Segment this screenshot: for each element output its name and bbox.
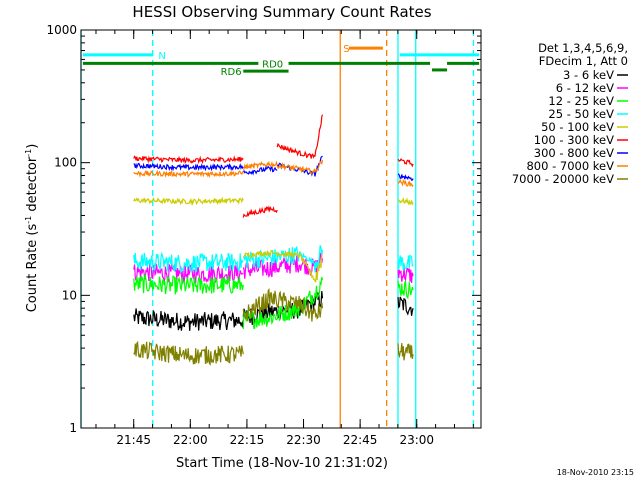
series-7-segment-1 bbox=[243, 160, 278, 170]
series-2-segment-2 bbox=[397, 280, 414, 300]
x-tick-label-2215: 22:15 bbox=[230, 433, 265, 447]
footer-timestamp: 18-Nov-2010 23:15 bbox=[557, 468, 634, 477]
legend-label-6: 300 - 800 keV bbox=[534, 146, 614, 160]
series-2 bbox=[133, 272, 414, 330]
y-tick-label-1: 1 bbox=[69, 421, 77, 435]
series-7-segment-0 bbox=[133, 169, 244, 179]
series-1-segment-0 bbox=[133, 263, 244, 284]
series-5-segment-1 bbox=[242, 205, 278, 218]
flag-label-s: S bbox=[343, 44, 349, 55]
series-3-segment-0 bbox=[133, 251, 244, 275]
legend-label-8: 7000 - 20000 keV bbox=[512, 172, 614, 186]
x-tick-label-2300: 23:00 bbox=[399, 433, 434, 447]
series-6-segment-3 bbox=[397, 173, 414, 181]
series-6-segment-0 bbox=[133, 162, 244, 172]
x-tick-label-2245: 22:45 bbox=[343, 433, 378, 447]
x-axis-ticks: 21:45 22:00 22:15 22:30 22:45 23:00 bbox=[95, 30, 474, 447]
series-7-segment-3 bbox=[397, 177, 414, 188]
y-axis-title-sup2: -1 bbox=[24, 149, 33, 157]
series-8-segment-2 bbox=[397, 343, 414, 361]
legend-label-1: 6 - 12 keV bbox=[556, 81, 614, 95]
series-3-segment-2 bbox=[397, 254, 414, 271]
series-2-segment-0 bbox=[133, 272, 244, 295]
series-0-segment-0 bbox=[133, 308, 244, 331]
chart-title: HESSI Observing Summary Count Rates bbox=[132, 3, 431, 21]
series-5-segment-0 bbox=[133, 155, 244, 165]
legend-header-1: Det 1,3,4,5,6,9, bbox=[538, 41, 628, 55]
series-5-segment-2 bbox=[276, 114, 324, 159]
series-7-segment-2 bbox=[276, 159, 324, 175]
series-7 bbox=[133, 159, 414, 188]
legend-label-3: 25 - 50 keV bbox=[548, 107, 614, 121]
y-tick-label-1000: 1000 bbox=[46, 23, 77, 37]
series-6-segment-1 bbox=[242, 165, 278, 176]
series-4-segment-1 bbox=[243, 249, 323, 283]
series-0-segment-2 bbox=[397, 296, 414, 316]
legend-header-2: FDecim 1, Att 0 bbox=[539, 54, 628, 68]
series-1-segment-2 bbox=[397, 267, 414, 283]
x-tick-label-2145: 21:45 bbox=[116, 433, 151, 447]
legend: Det 1,3,4,5,6,9, FDecim 1, Att 0 3 - 6 k… bbox=[512, 41, 628, 186]
flag-label-rd0: RD0 bbox=[262, 59, 283, 70]
y-axis-title-part3: ) bbox=[25, 144, 40, 149]
legend-label-7: 800 - 7000 keV bbox=[526, 159, 614, 173]
y-tick-label-10: 10 bbox=[62, 288, 77, 302]
series-8-segment-0 bbox=[133, 340, 244, 366]
series-4-segment-0 bbox=[133, 196, 244, 206]
plot-frame bbox=[80, 29, 482, 429]
series-8 bbox=[133, 288, 414, 366]
legend-label-5: 100 - 300 keV bbox=[534, 133, 614, 147]
y-axis-title: Count Rate (s-1 detector-1) bbox=[24, 144, 40, 313]
legend-label-0: 3 - 6 keV bbox=[563, 68, 614, 82]
x-axis-title: Start Time (18-Nov-10 21:31:02) bbox=[176, 456, 388, 471]
flag-label-n: N bbox=[158, 51, 165, 62]
series-4-segment-2 bbox=[397, 197, 414, 206]
y-axis-title-part2: detector bbox=[25, 156, 40, 216]
series-2-segment-1 bbox=[242, 276, 324, 330]
y-axis-title-sup1: -1 bbox=[24, 216, 33, 224]
plot-area: N S RD0 RD6 bbox=[80, 29, 482, 429]
series-4 bbox=[133, 196, 414, 283]
series-5 bbox=[133, 114, 414, 218]
y-axis-title-part1: Count Rate (s bbox=[25, 224, 40, 313]
x-tick-label-2230: 22:30 bbox=[286, 433, 321, 447]
legend-label-4: 50 - 100 keV bbox=[541, 120, 614, 134]
y-tick-label-100: 100 bbox=[54, 156, 77, 170]
legend-label-2: 12 - 25 keV bbox=[548, 94, 614, 108]
x-tick-label-2200: 22:00 bbox=[173, 433, 208, 447]
series-8-segment-1 bbox=[242, 288, 324, 322]
y-axis-ticks: 1 10 100 1000 bbox=[46, 23, 481, 435]
series-5-segment-3 bbox=[397, 158, 414, 168]
flag-label-rd6: RD6 bbox=[221, 67, 242, 78]
